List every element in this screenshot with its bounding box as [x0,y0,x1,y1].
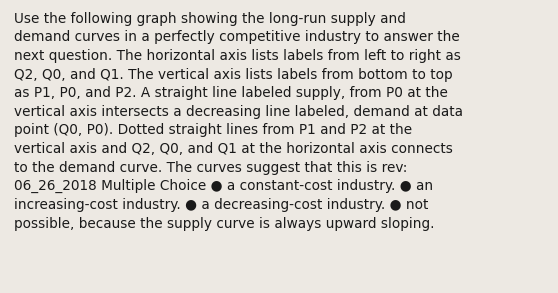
Text: Use the following graph showing the long-run supply and
demand curves in a perfe: Use the following graph showing the long… [14,12,463,231]
